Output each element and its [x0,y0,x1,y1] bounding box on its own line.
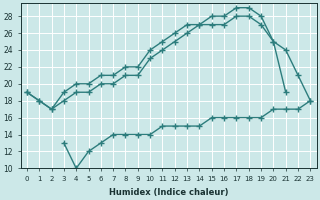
X-axis label: Humidex (Indice chaleur): Humidex (Indice chaleur) [109,188,228,197]
